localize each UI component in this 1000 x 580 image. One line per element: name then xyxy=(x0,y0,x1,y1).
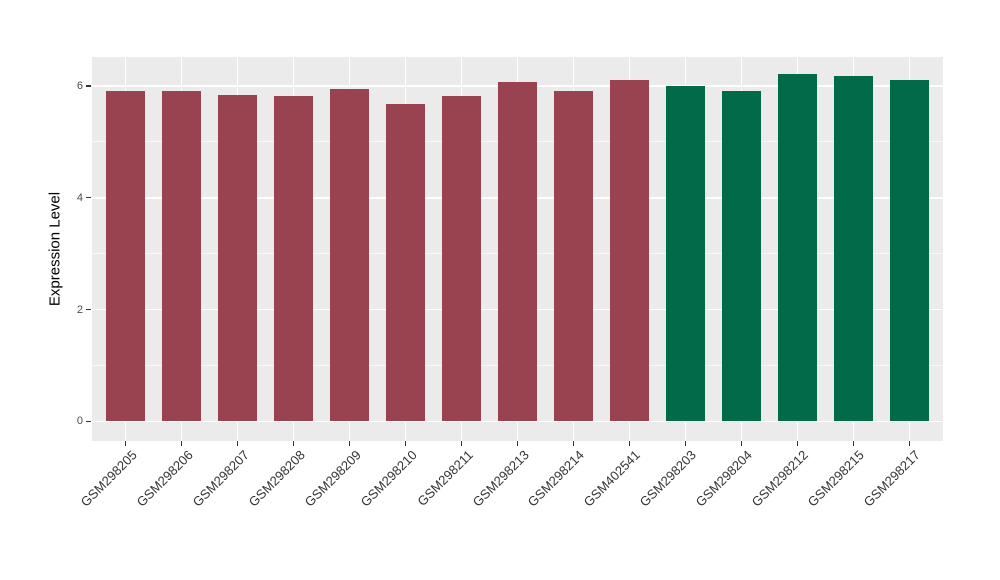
x-tick-label: GSM298210 xyxy=(357,447,420,510)
bar xyxy=(330,89,369,422)
x-tick-mark xyxy=(180,441,183,446)
x-tick-mark xyxy=(572,441,575,446)
y-tick-label: 0 xyxy=(76,415,83,428)
x-tick-mark xyxy=(684,441,687,446)
x-tick-mark xyxy=(292,441,295,446)
y-tick-mark xyxy=(86,309,91,311)
x-tick-label: GSM298214 xyxy=(525,447,588,510)
x-tick-label: GSM402541 xyxy=(581,447,644,510)
x-tick-label: GSM298215 xyxy=(805,447,868,510)
plot-panel xyxy=(92,57,943,441)
y-tick-label: 4 xyxy=(76,191,83,204)
x-tick-mark xyxy=(460,441,463,446)
y-tick-label: 6 xyxy=(76,80,83,93)
bar xyxy=(442,95,481,422)
x-tick-label: GSM298205 xyxy=(77,447,140,510)
y-tick-mark xyxy=(86,420,91,423)
bar xyxy=(890,79,929,422)
grid-major-h xyxy=(92,420,943,423)
x-tick-label: GSM298206 xyxy=(133,447,196,510)
bar xyxy=(610,80,649,422)
y-tick-label: 2 xyxy=(76,303,83,316)
bar xyxy=(666,86,705,422)
x-tick-mark xyxy=(236,441,239,446)
bar xyxy=(778,74,817,422)
y-tick-mark xyxy=(86,197,91,199)
x-tick-mark xyxy=(908,441,910,446)
x-tick-mark xyxy=(852,441,854,446)
bar xyxy=(722,91,761,422)
x-tick-mark xyxy=(740,441,743,446)
bar xyxy=(218,95,257,422)
x-tick-label: GSM298213 xyxy=(469,447,532,510)
bar xyxy=(834,76,873,422)
bar xyxy=(554,91,593,422)
y-tick-mark xyxy=(86,85,91,87)
x-tick-label: GSM298211 xyxy=(413,447,476,509)
x-tick-label: GSM298208 xyxy=(245,447,308,510)
x-tick-mark xyxy=(516,441,519,446)
bar xyxy=(162,90,201,422)
y-axis-title: Expression Level xyxy=(46,191,64,307)
x-tick-mark xyxy=(124,441,127,446)
x-tick-label: GSM298204 xyxy=(693,447,756,510)
x-tick-label: GSM298217 xyxy=(861,447,924,510)
x-tick-mark xyxy=(628,441,631,446)
bar xyxy=(498,81,537,422)
x-tick-label: GSM298209 xyxy=(301,447,364,510)
x-tick-mark xyxy=(348,441,351,446)
x-tick-mark xyxy=(404,441,407,446)
x-tick-label: GSM298203 xyxy=(637,447,700,510)
x-tick-label: GSM298207 xyxy=(189,447,252,510)
bar xyxy=(274,96,313,422)
x-tick-label: GSM298212 xyxy=(749,447,812,510)
bar xyxy=(386,103,425,422)
x-tick-mark xyxy=(796,441,799,446)
bar xyxy=(106,90,145,422)
